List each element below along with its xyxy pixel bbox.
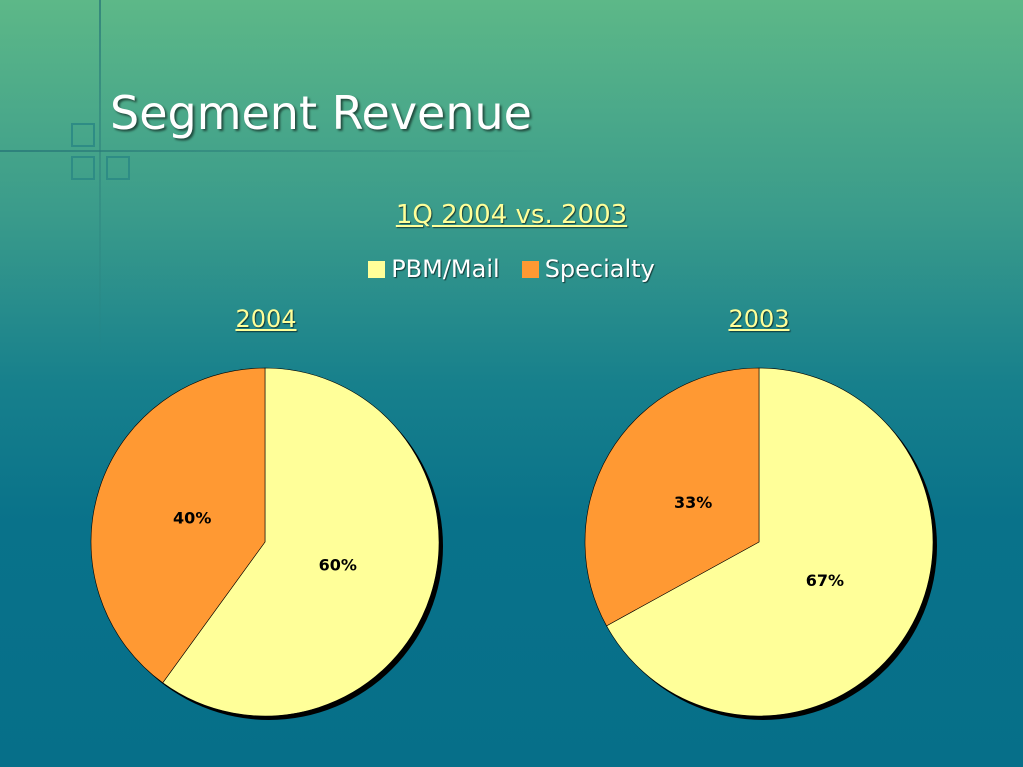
pie-title-2003: 2003	[728, 305, 790, 333]
legend-swatch-pbm-mail	[368, 260, 386, 278]
legend-swatch-specialty	[521, 260, 539, 278]
pie-label-pbm-mail: 67%	[806, 571, 844, 590]
decorative-square	[71, 123, 95, 147]
chart-subtitle: 1Q 2004 vs. 2003	[395, 200, 628, 230]
decorative-vertical-line	[99, 0, 101, 360]
page-title: Segment Revenue	[110, 86, 532, 140]
legend-label-pbm-mail: PBM/Mail	[391, 255, 500, 283]
pie-title-2004: 2004	[235, 305, 297, 333]
decorative-square	[106, 156, 130, 180]
legend-item-specialty: Specialty	[521, 255, 655, 283]
pie-label-pbm-mail: 60%	[319, 556, 357, 575]
pie-slice-specialty	[584, 367, 760, 627]
decorative-horizontal-line	[0, 150, 560, 152]
pie-slice-pbm-mail	[606, 367, 934, 717]
pie-chart-2004: 60% 40%	[90, 367, 443, 720]
chart-legend: PBM/Mail Specialty	[0, 255, 1023, 283]
pie-slice-pbm-mail	[162, 367, 440, 717]
legend-label-specialty: Specialty	[544, 255, 655, 283]
pie-slice-specialty	[90, 367, 266, 684]
pie-label-specialty: 40%	[173, 508, 211, 527]
decorative-square	[71, 156, 95, 180]
pie-label-specialty: 33%	[674, 493, 712, 512]
pie-chart-2003: 67% 33%	[584, 367, 937, 720]
legend-item-pbm-mail: PBM/Mail	[368, 255, 500, 283]
